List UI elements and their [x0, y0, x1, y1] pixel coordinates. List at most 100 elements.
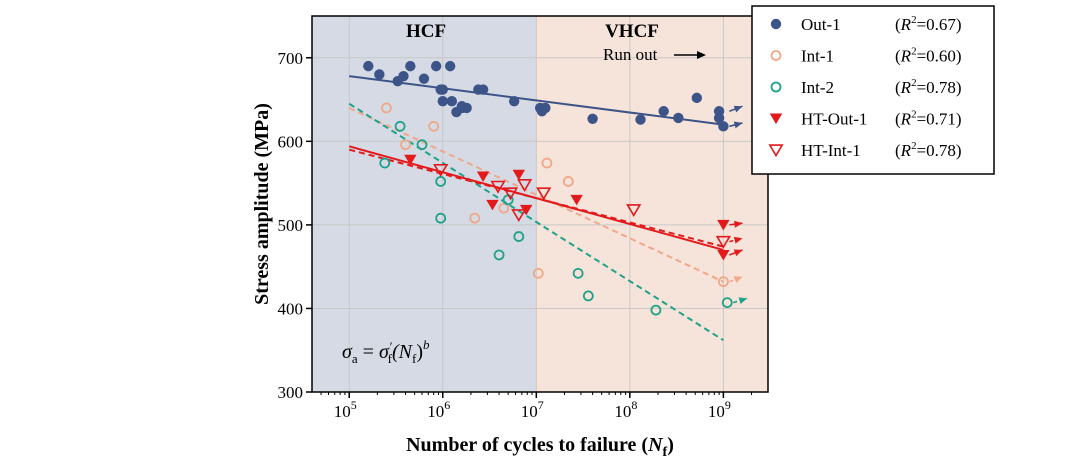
legend-label-ht-int-1: HT-Int-1	[801, 141, 861, 160]
runout-arrow-head	[733, 105, 743, 113]
y-tick-label: 500	[278, 216, 304, 235]
x-tick-label: 106	[427, 398, 450, 421]
data-point-int-2	[435, 176, 447, 187]
y-tick-label: 400	[278, 299, 304, 318]
legend-marker-ht-out-1	[769, 113, 783, 125]
data-point-out-1	[508, 96, 520, 107]
data-point-out-1	[540, 102, 551, 114]
fit-line-int-1	[348, 107, 724, 283]
legend-label-out-1: Out-1	[801, 15, 841, 34]
legend-label-int-1: Int-1	[801, 47, 834, 66]
data-point-int-1	[381, 102, 392, 114]
runout-arrow-head	[734, 220, 743, 228]
x-axis-title: Number of cycles to failure (Nf)	[406, 434, 674, 460]
legend-r2-out-1: (R2=0.67)	[895, 14, 962, 34]
x-tick-label: 105	[334, 398, 357, 421]
data-point-ht-out-1	[404, 154, 417, 166]
data-point-int-2	[582, 290, 594, 302]
data-point-out-1	[587, 113, 598, 124]
x-tick-label: 109	[708, 398, 731, 421]
basquin-formula: σa = σ′ f(Nf)b	[342, 337, 430, 366]
data-point-int-1	[428, 120, 440, 132]
data-point-out-1	[635, 114, 646, 125]
y-tick-label: 700	[278, 49, 304, 68]
runout-arrow-head	[733, 121, 743, 129]
data-point-ht-out-1	[486, 199, 499, 211]
data-point-int-2	[416, 139, 428, 151]
y-tick-label: 600	[278, 132, 304, 151]
data-point-ht-int-1	[433, 163, 449, 177]
legend-marker-int-2	[770, 81, 782, 93]
legend-label-ht-out-1: HT-Out-1	[801, 110, 867, 129]
data-point-ht-out-1	[476, 171, 490, 183]
legend-marker-out-1	[770, 18, 782, 30]
runout-arrow-line	[729, 237, 743, 243]
data-point-out-1	[658, 106, 669, 117]
run-out-label: Run out	[603, 45, 658, 64]
legend-marker-ht-int-1	[768, 144, 784, 158]
data-point-out-1	[437, 84, 448, 95]
data-point-ht-int-1	[517, 179, 533, 192]
data-point-int-2	[493, 249, 505, 261]
data-point-out-1	[456, 101, 468, 112]
data-point-ht-int-1	[502, 187, 519, 201]
y-tick-label: 300	[278, 383, 304, 402]
data-point-int-2	[572, 267, 584, 279]
runout-arrows-layer	[729, 105, 748, 305]
region-label-vhcf: VHCF	[605, 21, 659, 42]
axes-layer: 300 400 500 600 700 105 106 107 108 109	[278, 15, 769, 421]
legend-r2-ht-out-1: (R2=0.71)	[895, 109, 962, 129]
data-point-out-1	[444, 60, 456, 72]
runout-arrow-head	[738, 297, 748, 305]
data-point-int-2	[721, 297, 733, 308]
data-point-int-1	[469, 212, 481, 224]
data-point-out-1	[673, 112, 684, 124]
runout-arrow-head	[733, 276, 743, 283]
data-point-int-2	[513, 231, 525, 242]
data-point-int-1	[562, 176, 574, 187]
data-point-int-2	[394, 120, 406, 132]
x-tick-label: 108	[614, 398, 637, 421]
legend: Out-1 (R2=0.67) Int-1 (R2=0.60) Int-2 (R2=0.7…	[751, 5, 995, 175]
legend-box	[751, 5, 995, 175]
fit-line-out-1	[349, 75, 724, 126]
fit-lines-layer	[348, 75, 724, 342]
data-point-int-1	[717, 276, 729, 288]
data-point-ht-int-1	[715, 235, 731, 249]
data-point-int-2	[650, 304, 662, 316]
data-point-out-1	[446, 96, 458, 107]
data-points-layer	[363, 60, 733, 316]
data-point-out-1	[477, 84, 489, 95]
x-tick-label: 107	[521, 398, 544, 421]
data-point-out-1	[374, 69, 385, 80]
data-point-out-1	[398, 70, 409, 82]
region-vhcf	[536, 16, 768, 392]
data-point-ht-out-1	[512, 169, 525, 181]
data-point-ht-out-1	[717, 250, 730, 261]
data-point-int-1	[400, 139, 411, 151]
data-point-out-1	[437, 96, 448, 107]
data-point-out-1	[718, 121, 729, 132]
legend-r2-ht-int-1: (R2=0.78)	[895, 140, 962, 160]
legend-r2-int-2: (R2=0.78)	[895, 77, 962, 97]
runout-arrow-head	[733, 249, 743, 257]
plot-frame	[311, 15, 769, 393]
region-label-hcf: HCF	[406, 21, 446, 42]
data-point-int-2	[379, 157, 391, 169]
data-point-out-1	[713, 106, 725, 117]
labels-layer: Number of cycles to failure (Nf) Stress a…	[251, 21, 706, 460]
y-axis-title: Stress amplitude (MPa)	[251, 103, 273, 305]
data-point-ht-int-1	[626, 204, 642, 218]
data-point-out-1	[363, 60, 374, 72]
data-point-int-1	[498, 202, 510, 214]
data-point-out-1	[418, 73, 430, 84]
legend-r2-int-1: (R2=0.60)	[895, 46, 962, 66]
data-point-out-1	[405, 60, 416, 72]
data-point-int-1	[541, 157, 553, 169]
data-point-ht-int-1	[536, 187, 552, 201]
data-point-ht-out-1	[570, 194, 583, 206]
fit-line-ht-int-1	[348, 148, 724, 248]
data-point-int-1	[532, 267, 544, 279]
legend-label-int-2: Int-2	[801, 78, 834, 97]
